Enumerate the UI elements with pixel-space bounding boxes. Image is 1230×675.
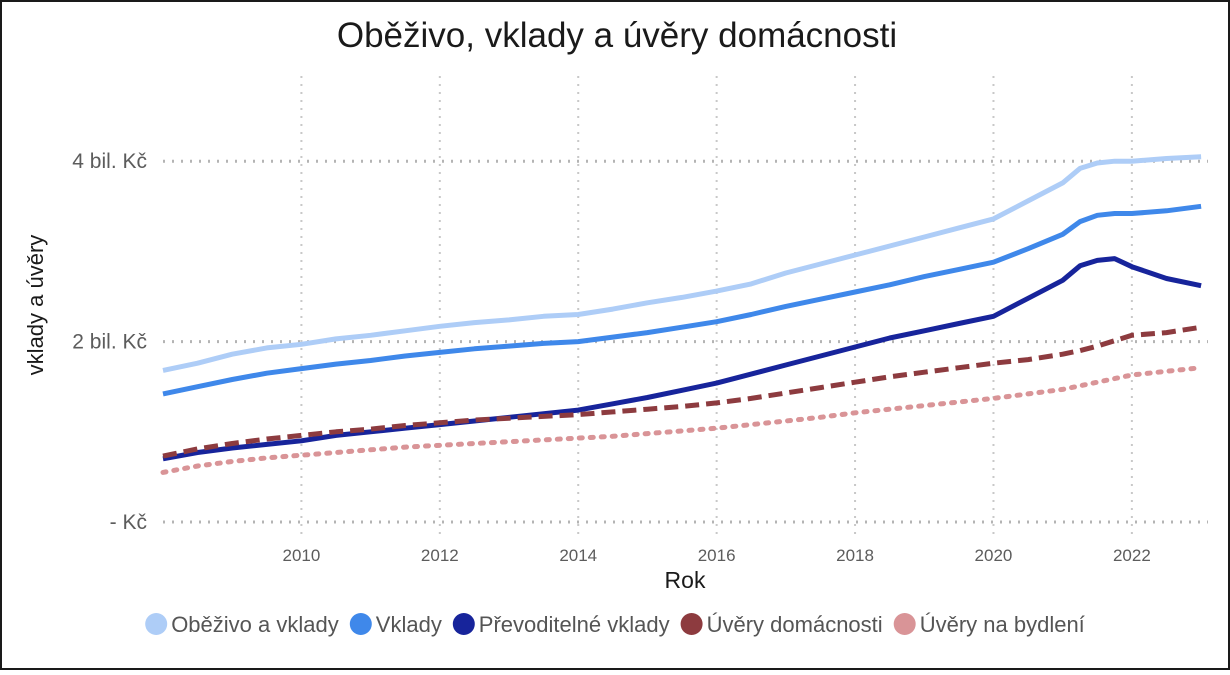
legend-label: Úvěry na bydlení: [920, 612, 1085, 637]
legend-item: Vklady: [349, 612, 442, 637]
series-layer: [160, 154, 1204, 475]
y-tick-label: - Kč: [110, 511, 147, 534]
legend-swatch: [893, 613, 916, 635]
grid-layer: [163, 76, 1208, 538]
legend-item: Oběživo a vklady: [145, 612, 339, 637]
series-line-4: [162, 324, 1202, 459]
legend: Oběživo a vklady Vklady Převoditelné vklad…: [145, 612, 1085, 637]
x-tick-label: 2018: [836, 546, 874, 565]
legend-label: Převoditelné vklady: [479, 612, 670, 637]
y-tick-label: 2 bil. Kč: [72, 331, 147, 354]
legend-swatch: [680, 613, 703, 635]
series-line-5: [160, 365, 1204, 475]
y-axis: - Kč 2 bil. Kč 4 bil. Kč: [72, 150, 147, 534]
series-line-2: [162, 203, 1202, 397]
x-tick-label: 2014: [559, 546, 597, 565]
x-tick-label: 2016: [698, 546, 736, 565]
y-axis-title: vklady a úvěry: [23, 235, 48, 376]
x-axis: 2010 2012 2014 2016 2018 2020 2022: [282, 546, 1150, 565]
legend-item: Úvěry na bydlení: [893, 612, 1085, 637]
x-tick-label: 2022: [1113, 546, 1151, 565]
x-axis-title: Rok: [665, 567, 706, 593]
legend-item: Převoditelné vklady: [452, 612, 670, 637]
x-tick-label: 2012: [421, 546, 459, 565]
legend-label: Úvěry domácnosti: [707, 612, 883, 637]
legend-swatch: [349, 613, 372, 635]
legend-item: Úvěry domácnosti: [680, 612, 883, 637]
legend-label: Vklady: [376, 612, 442, 637]
legend-label: Oběživo a vklady: [171, 612, 339, 637]
x-tick-label: 2020: [975, 546, 1013, 565]
legend-swatch: [452, 613, 475, 635]
legend-swatch: [145, 613, 168, 635]
chart-title: Oběživo, vklady a úvěry domácnosti: [337, 16, 897, 55]
series-line-1: [162, 154, 1202, 373]
x-tick-label: 2010: [282, 546, 320, 565]
series-line-3: [162, 256, 1202, 462]
y-tick-label: 4 bil. Kč: [72, 150, 147, 173]
